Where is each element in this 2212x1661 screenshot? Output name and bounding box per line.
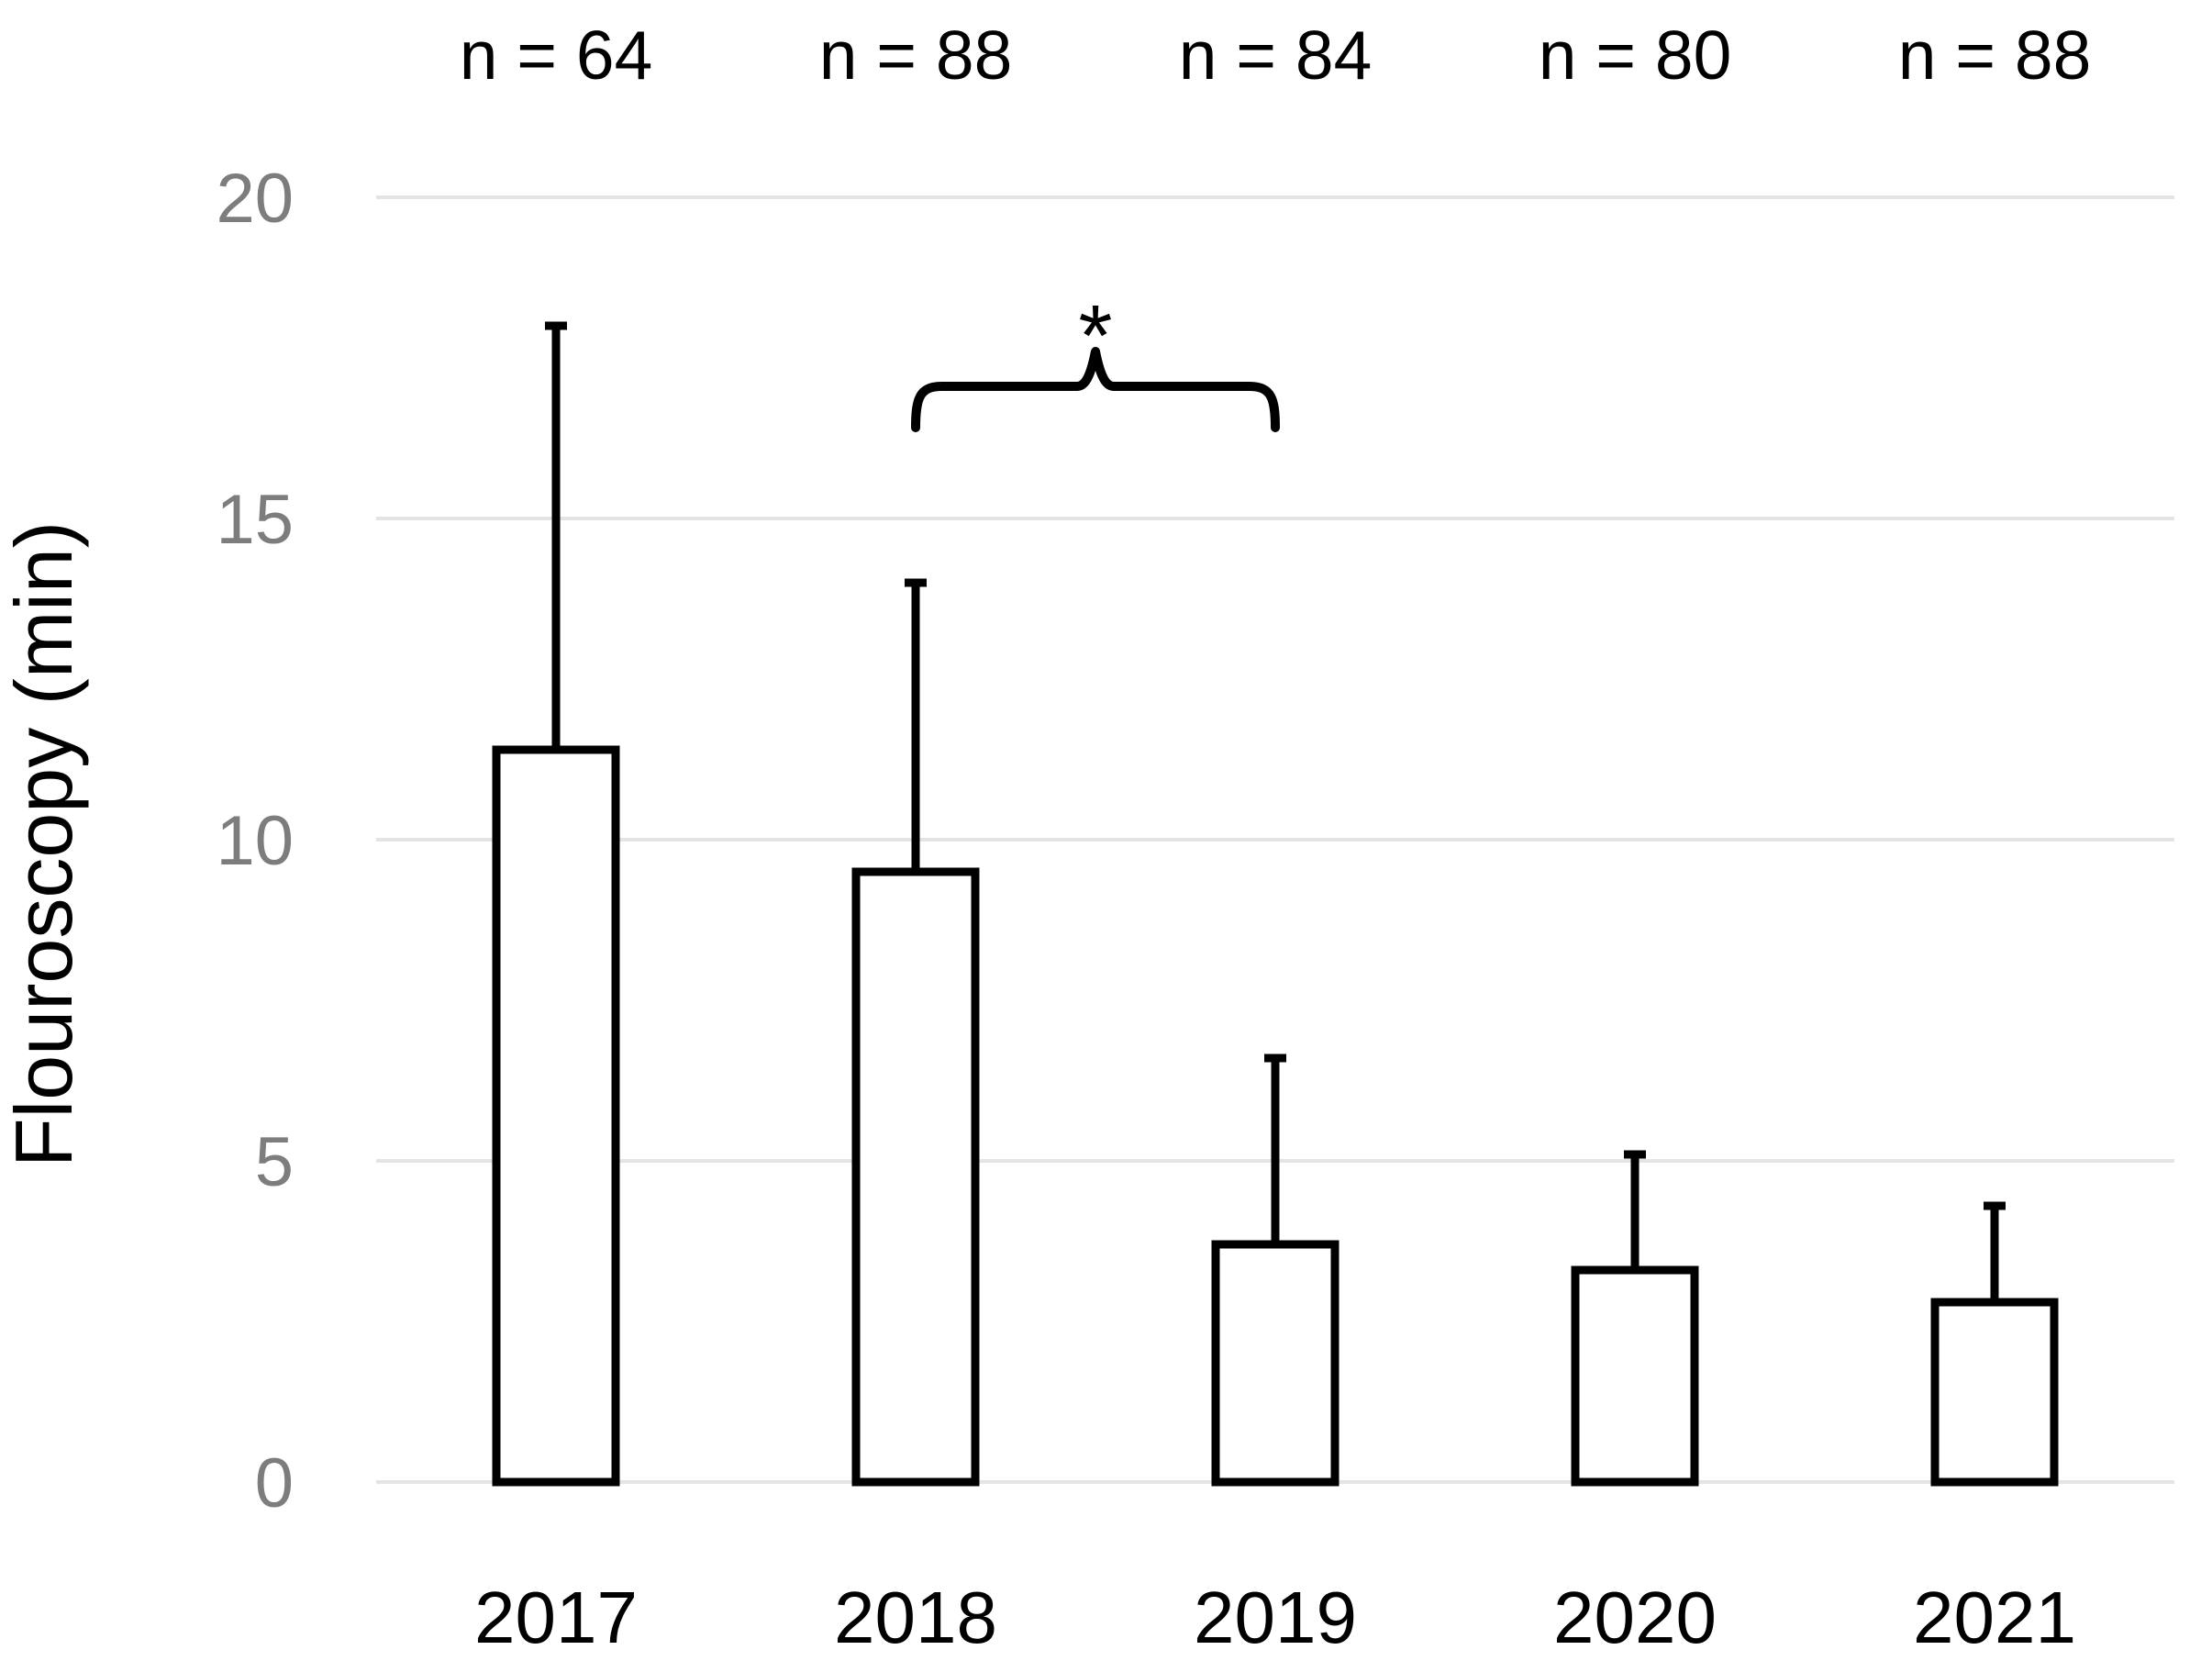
significance-annotation: *: [911, 287, 1280, 432]
y-tick-label-15: 15: [216, 481, 294, 559]
bar-2018: [851, 867, 980, 1487]
y-tick-label-5: 5: [255, 1123, 294, 1201]
bar-2020: [1571, 1265, 1699, 1487]
x-category-label-2018: 2018: [834, 1577, 997, 1658]
significance-bracket: [911, 347, 1280, 432]
y-tick-label-0: 0: [255, 1444, 294, 1522]
x-category-label-2017: 2017: [474, 1577, 638, 1658]
error-bars: [545, 321, 2006, 1302]
x-category-label-2019: 2019: [1194, 1577, 1357, 1658]
y-tick-label-10: 10: [216, 802, 294, 880]
y-axis-title: Flouroscopy (min): [0, 521, 89, 1167]
sample-size-labels: n = 64 n = 88 n = 84 n = 80 n = 88: [460, 17, 2092, 94]
x-category-label-2020: 2020: [1553, 1577, 1717, 1658]
bar-2017: [492, 745, 620, 1487]
sample-size-label-2020: n = 80: [1539, 17, 1732, 94]
bars: [492, 745, 2059, 1487]
x-axis-category-labels: 2017 2018 2019 2020 2021: [474, 1577, 2076, 1658]
y-tick-label-20: 20: [216, 160, 294, 238]
sample-size-label-2019: n = 84: [1179, 17, 1373, 94]
sample-size-label-2017: n = 64: [460, 17, 653, 94]
gridlines: [376, 195, 2174, 1484]
x-category-label-2021: 2021: [1913, 1577, 2076, 1658]
bar-2019: [1211, 1240, 1339, 1487]
sample-size-label-2021: n = 88: [1898, 17, 2092, 94]
significance-asterisk: *: [1079, 287, 1113, 385]
bar-2021: [1930, 1298, 2059, 1487]
sample-size-label-2018: n = 88: [819, 17, 1013, 94]
y-axis-tick-labels: 0 5 10 15 20: [216, 160, 294, 1522]
